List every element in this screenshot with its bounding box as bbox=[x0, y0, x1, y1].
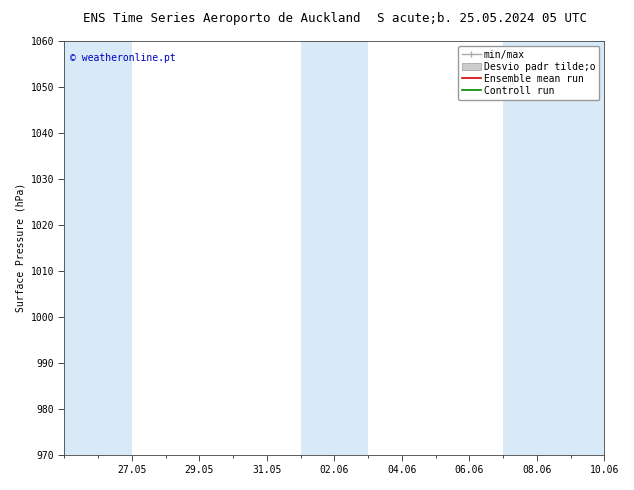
Text: S acute;b. 25.05.2024 05 UTC: S acute;b. 25.05.2024 05 UTC bbox=[377, 12, 587, 25]
Bar bbox=[65, 41, 132, 455]
Text: ENS Time Series Aeroporto de Auckland: ENS Time Series Aeroporto de Auckland bbox=[83, 12, 361, 25]
Y-axis label: Surface Pressure (hPa): Surface Pressure (hPa) bbox=[15, 183, 25, 313]
Legend: min/max, Desvio padr tilde;o, Ensemble mean run, Controll run: min/max, Desvio padr tilde;o, Ensemble m… bbox=[458, 46, 600, 99]
Text: © weatheronline.pt: © weatheronline.pt bbox=[70, 53, 176, 64]
Bar bbox=[301, 41, 368, 455]
Bar bbox=[503, 41, 604, 455]
